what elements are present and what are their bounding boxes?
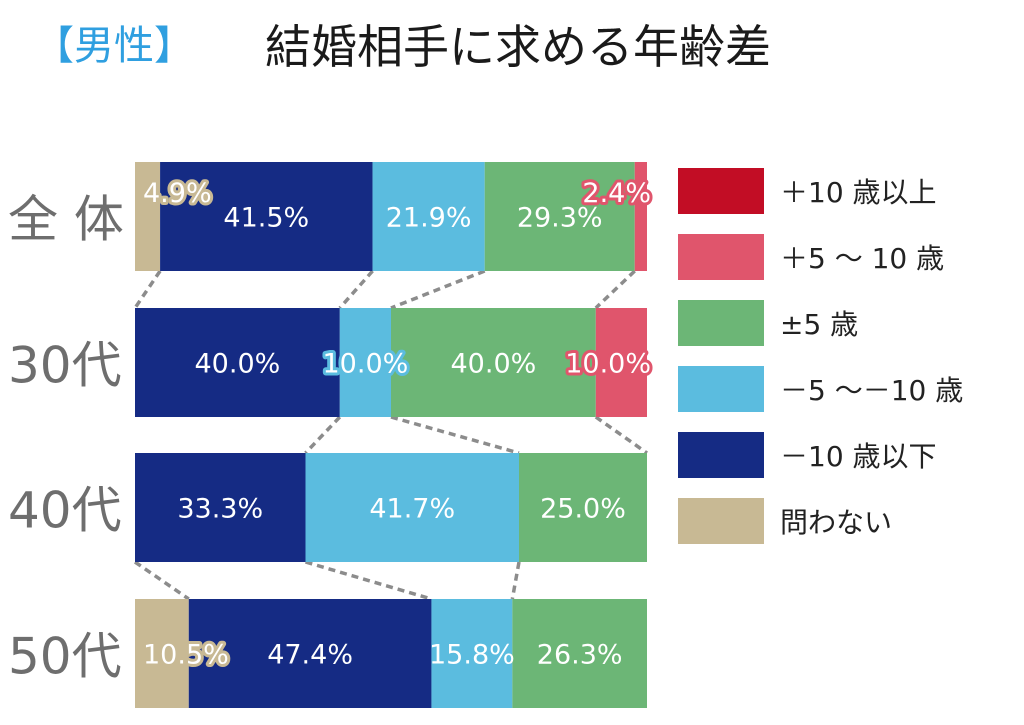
legend-item: ±5 歳 xyxy=(678,290,963,356)
data-label: 33.3% xyxy=(177,494,263,525)
legend-label: ＋5 ～ 10 歳 xyxy=(780,242,945,275)
bar-segment xyxy=(339,308,391,417)
data-label: 10.0% xyxy=(323,349,409,380)
category-label: 30代 xyxy=(8,337,122,395)
connector-line xyxy=(304,415,342,455)
legend-item: ＋10 歳以上 xyxy=(678,158,963,224)
connector-line xyxy=(594,415,649,455)
legend-item: －5 ～－10 歳 xyxy=(678,356,963,422)
bar-segment xyxy=(519,453,647,562)
data-label: 47.4% xyxy=(267,640,353,671)
data-label: 2.4% xyxy=(582,178,651,209)
legend-label: －5 ～－10 歳 xyxy=(780,374,964,407)
data-label: 41.5% xyxy=(223,203,309,234)
connector-line xyxy=(134,560,190,601)
legend: ＋10 歳以上 ＋5 ～ 10 歳 ±5 歳 －5 ～－10 歳 －10 歳以下 問わない xyxy=(678,158,963,554)
legend-label: 問わない xyxy=(780,506,893,539)
data-label: 10.0% xyxy=(565,349,651,380)
bars xyxy=(135,162,647,708)
data-label: 4.9% xyxy=(143,178,212,209)
bar-segment xyxy=(372,162,485,271)
bar-segment xyxy=(135,599,189,708)
category-labels: 全 体 30代 40代 50代 xyxy=(8,191,124,686)
connector-line xyxy=(305,560,432,601)
legend-swatch xyxy=(678,498,764,544)
chart-title: 結婚相手に求める年齢差 xyxy=(265,20,771,74)
bar-segment xyxy=(135,308,340,417)
legend-swatch xyxy=(678,366,764,412)
connector-line xyxy=(510,561,521,600)
bar-segment xyxy=(188,599,432,708)
connector-line xyxy=(390,269,486,310)
legend-label: ±5 歳 xyxy=(780,308,859,341)
bar-segment xyxy=(305,453,519,562)
legend-item: ＋5 ～ 10 歳 xyxy=(678,224,963,290)
connector-line xyxy=(133,270,162,309)
data-label: 40.0% xyxy=(195,349,281,380)
title-tag: 【男性】 xyxy=(34,23,194,69)
legend-swatch xyxy=(678,234,764,280)
legend-item: －10 歳以下 xyxy=(678,422,963,488)
legend-label: －10 歳以下 xyxy=(780,440,937,473)
data-label: 40.0% xyxy=(451,349,537,380)
bar-segment xyxy=(512,599,647,708)
data-label: 41.7% xyxy=(369,494,455,525)
value-labels: 4.9% 41.5% 21.9% 29.3%2.4% 40.0% 10.0% 40.0% 10… xyxy=(140,175,654,674)
connectors xyxy=(133,269,649,601)
bar-segment xyxy=(160,162,373,271)
data-label: 29.3% xyxy=(517,203,603,234)
connector-line xyxy=(338,269,374,310)
connector-line xyxy=(390,415,520,455)
bar-segment xyxy=(135,162,161,271)
data-label: 25.0% xyxy=(540,494,626,525)
bar-segment xyxy=(135,453,306,562)
bar-segment xyxy=(431,599,513,708)
data-label: 21.9% xyxy=(386,203,472,234)
category-label: 40代 xyxy=(8,482,122,540)
data-label: 26.3% xyxy=(537,640,623,671)
connector-line xyxy=(594,269,636,310)
category-label: 50代 xyxy=(8,628,122,686)
bar-segment xyxy=(391,308,596,417)
data-label: 15.8% xyxy=(429,640,515,671)
bar-segment xyxy=(484,162,635,271)
legend-label: ＋10 歳以上 xyxy=(780,176,937,209)
bar-segment xyxy=(595,308,647,417)
legend-swatch xyxy=(678,300,764,346)
data-label: 10.5% xyxy=(143,640,229,671)
category-label: 全 体 xyxy=(8,191,124,249)
bar-segment xyxy=(634,162,647,271)
legend-swatch xyxy=(678,168,764,214)
legend-swatch xyxy=(678,432,764,478)
legend-item: 問わない xyxy=(678,488,963,554)
